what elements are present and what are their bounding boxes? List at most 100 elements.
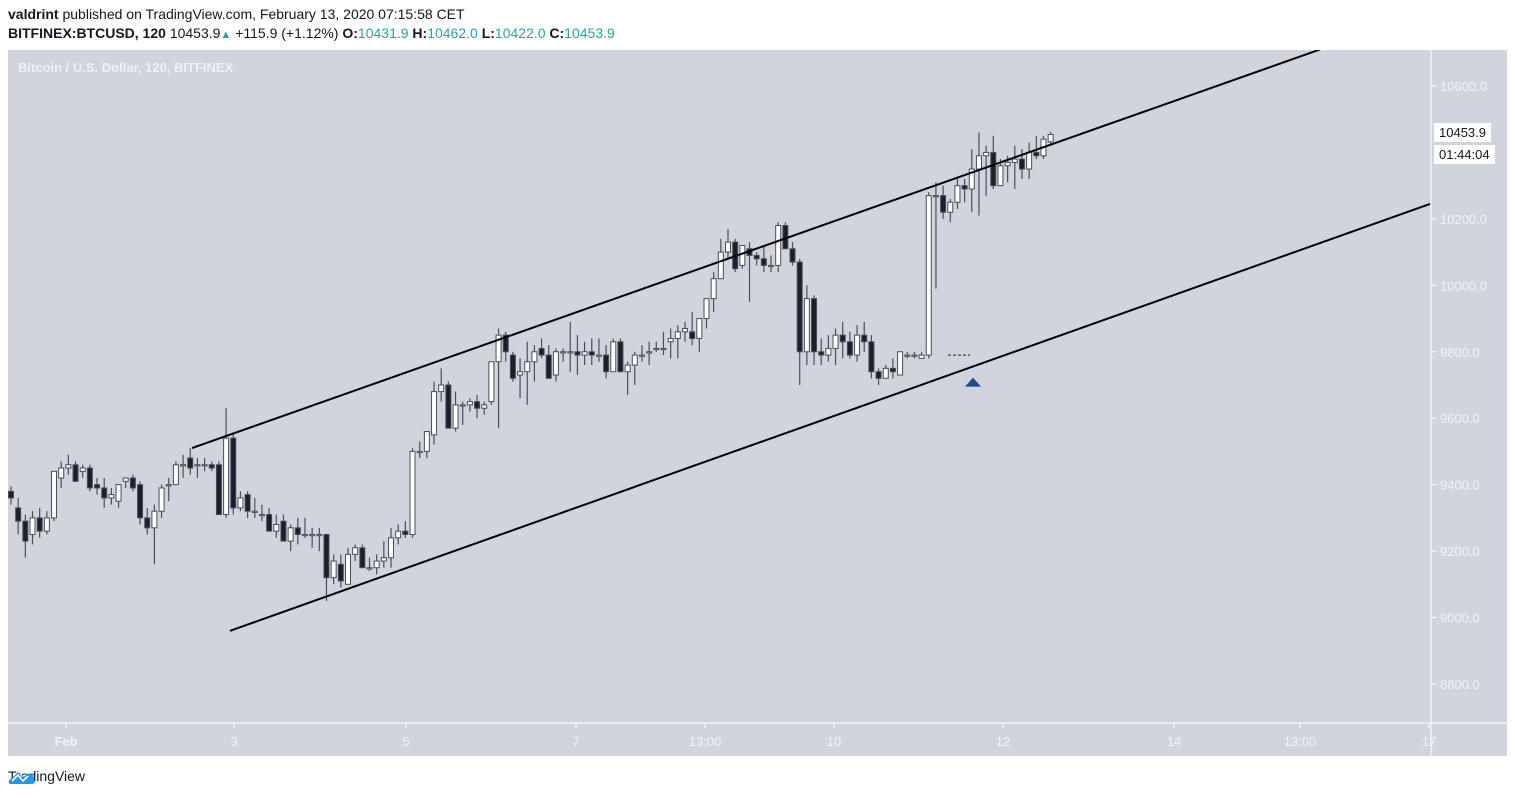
candle-up (165, 484, 172, 487)
publish-info: valdrint published on TradingView.com, F… (8, 6, 465, 22)
candle-down (445, 384, 452, 429)
candle-down (574, 351, 581, 356)
candle-up (151, 510, 158, 529)
candle-down (94, 484, 101, 489)
candlestick-chart[interactable]: 10600.0 10200.0 10000.0 9800.0 9600.0 9400.0 9… (8, 50, 1507, 756)
ohlc-legend: BITFINEX:BTCUSD, 120 10453.9▲ +115.9 (+1… (8, 25, 615, 41)
low-value: 10422.0 (494, 25, 546, 41)
candle-down (811, 298, 818, 353)
candle-down (215, 464, 222, 516)
candle-down (15, 507, 22, 522)
candle-down (789, 248, 796, 263)
candle-up (560, 351, 567, 354)
price-tick-label: 9400.0 (1440, 478, 1480, 493)
time-tick-label: 13:00 (1284, 734, 1317, 749)
candle-up (911, 354, 918, 357)
candle-up (1004, 161, 1011, 167)
channel-upper-trendline (191, 50, 1321, 450)
price-tick-label: 10000.0 (1440, 278, 1487, 293)
candle-up (223, 437, 230, 516)
candle-down (818, 351, 825, 356)
candle-down (846, 341, 853, 356)
candle-up (258, 514, 265, 517)
candle-up (65, 464, 72, 469)
tradingview-logo-icon (8, 772, 35, 784)
price-change: +115.9 (+1.12%) (235, 25, 339, 41)
candle-up (79, 467, 86, 472)
time-tick-label: 12 (996, 734, 1010, 749)
candle-up (717, 251, 724, 280)
candle-up (438, 384, 445, 393)
candle-down (839, 334, 846, 343)
candle-down (359, 547, 366, 569)
chart-pane[interactable]: 10600.0 10200.0 10000.0 9800.0 9600.0 9400.0 9… (8, 50, 1507, 756)
tradingview-brand[interactable]: TradingView (8, 768, 85, 784)
candle-up (524, 361, 531, 373)
candle-up (667, 337, 674, 343)
candle-up (646, 351, 653, 354)
candle-up (172, 464, 179, 486)
candle-down (940, 195, 947, 213)
candle-up (344, 553, 351, 585)
candle-up (882, 367, 889, 379)
candle-down (753, 254, 760, 260)
candle-down (101, 487, 108, 499)
channel-lower-trendline (229, 202, 1431, 632)
candle-up (237, 497, 244, 509)
candle-up (968, 168, 975, 190)
candle-up (251, 510, 258, 513)
candle-up (854, 334, 861, 356)
candle-up (803, 298, 810, 353)
candle-down (244, 494, 251, 512)
candle-up (1047, 134, 1054, 143)
candle-up (918, 354, 925, 359)
candle-up (517, 371, 524, 376)
candle-down (72, 464, 79, 482)
author-name[interactable]: valdrint (8, 6, 59, 22)
time-tick-label: 3 (230, 734, 237, 749)
candle-up (581, 351, 588, 356)
candle-up (108, 494, 115, 499)
candle-up (954, 185, 961, 203)
candle-down (187, 457, 194, 469)
candle-up (710, 278, 717, 300)
close-value: 10453.9 (564, 25, 615, 41)
candle-down (961, 185, 968, 190)
candle-up (904, 354, 911, 357)
candle-up (832, 334, 839, 349)
candle-up (409, 450, 416, 535)
candle-up (301, 533, 308, 537)
candle-up (1011, 158, 1018, 163)
candle-up (495, 334, 502, 363)
candle-up (452, 404, 459, 429)
candle-up (158, 487, 165, 512)
candle-up (681, 328, 688, 333)
candle-up (309, 533, 316, 537)
candle-down (689, 331, 696, 339)
candle-down (588, 351, 595, 356)
last-price-tag: 10453.9 (1434, 123, 1491, 142)
open-value: 10431.9 (357, 25, 409, 41)
candle-up (825, 347, 832, 356)
candle-down (796, 261, 803, 353)
candle-up (352, 547, 359, 555)
time-tick-label: 13:00 (689, 734, 722, 749)
candle-up (194, 464, 201, 467)
candle-up (768, 264, 775, 268)
candle-up (58, 467, 65, 479)
candle-down (129, 477, 136, 489)
candle-down (990, 151, 997, 187)
candle-up (674, 331, 681, 339)
price-tick-label: 9000.0 (1440, 611, 1480, 626)
candle-down (137, 484, 144, 519)
candle-up (388, 537, 395, 559)
candle-down (294, 527, 301, 535)
pane-title: Bitcoin / U.S. Dollar, 120, BITFINEX (18, 60, 234, 75)
candle-up (624, 364, 631, 373)
up-arrow-icon: ▲ (220, 29, 232, 41)
candle-up (273, 524, 280, 532)
candle-up (975, 155, 982, 170)
candle-up (43, 517, 50, 532)
candle-up (115, 484, 122, 502)
candle-up (459, 404, 466, 407)
